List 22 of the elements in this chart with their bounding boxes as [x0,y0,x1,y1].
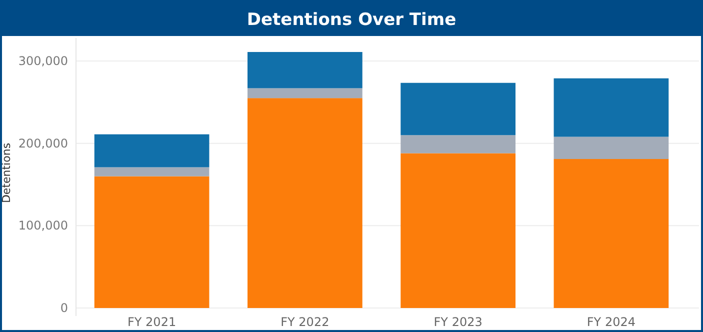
bar [554,78,669,137]
x-tick-label: FY 2024 [586,315,636,329]
bar [400,153,516,308]
bar [94,134,210,168]
bar [554,159,669,308]
bar [94,176,210,308]
chart-title: Detentions Over Time [246,10,456,30]
x-tick-label: FY 2021 [128,315,176,329]
bar [400,135,516,154]
y-tick-label: 200,000 [18,136,68,150]
y-tick-label: 300,000 [18,54,68,68]
bar [94,167,210,176]
bar [400,82,516,136]
bar [248,98,362,308]
bar [554,136,669,160]
bar [248,88,362,98]
x-tick-label: FY 2023 [434,315,482,329]
y-tick-label: 0 [60,301,68,315]
x-tick-label: FY 2022 [280,315,330,329]
y-tick-label: 100,000 [18,218,68,233]
bar [248,52,362,88]
y-axis-title: Detentions [0,142,13,204]
